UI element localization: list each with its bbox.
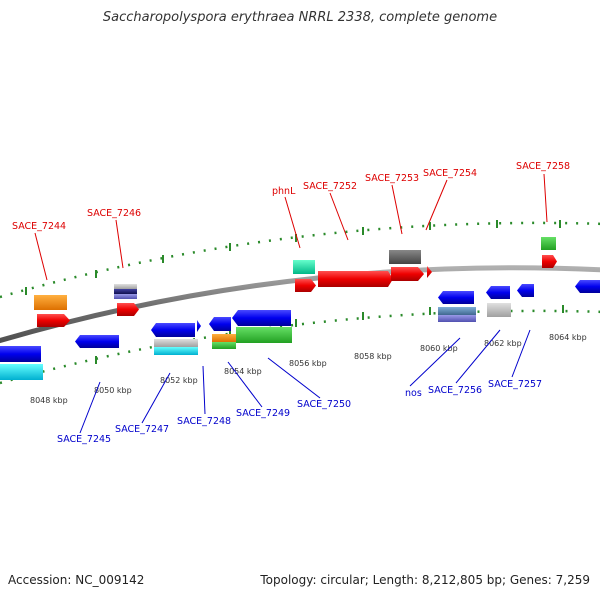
gene-SACE_7247-blue [75,335,119,348]
gene-SACE_7246-gray [114,284,137,289]
gene-label-top: SACE_7246 [87,208,141,219]
gene-SACE_7252 [318,271,393,287]
reverse-genes [0,280,600,380]
gene-SACE_7244 [37,314,70,327]
gene-SACE_7253 [391,267,424,281]
map-title: Saccharopolyspora erythraea NRRL 2338, c… [102,10,498,25]
gene-SACE_7246 [117,303,139,316]
gene-phnL-teal [293,260,315,274]
scale-label: 8048 kbp [30,396,68,405]
scale-ticks [25,220,564,380]
gene-label-top: SACE_7252 [303,181,357,192]
gene-SACE_7249-orange [212,334,236,342]
gene-SACE_7254 [427,266,432,278]
gene-right-edge [575,280,600,293]
gene-SACE_7253-gray [389,250,421,264]
gene-SACE_7245-blue [0,346,41,362]
accession-text: Accession: NC_009142 [8,573,145,587]
gene-SACE_7249 [212,342,236,349]
forward-genes [34,237,557,327]
gene-label-bottom: SACE_7248 [177,416,231,427]
gene-SACE_7246-lav [114,294,137,299]
gene-label-top: SACE_7258 [516,161,570,172]
gene-phnL [295,279,316,292]
gene-SACE_7244-orange [34,295,67,310]
gene-SACE_7249-blue [209,317,231,331]
gene-SACE_7248 [154,347,198,355]
gene-label-top: SACE_7254 [423,168,477,179]
gene-label-top: phnL [272,186,296,197]
gene-label-top: SACE_7244 [12,221,66,232]
gene-SACE_7256 [487,303,511,317]
scale-label: 8062 kbp [484,339,522,348]
gene-nos-steel [438,307,476,315]
gene-nos-blue [438,291,474,304]
gene-label-bottom: SACE_7249 [236,408,290,419]
gene-SACE_7258 [542,255,557,268]
scale-label: 8052 kbp [160,376,198,385]
gene-label-bottom: SACE_7250 [297,399,351,410]
scale-label: 8056 kbp [289,359,327,368]
gene-SACE_7250-blue [232,310,291,326]
gene-SACE_7248-blue [151,323,195,337]
gene-label-bottom: SACE_7256 [428,385,482,396]
gene-label-bottom: SACE_7245 [57,434,111,445]
scale-label: 8060 kbp [420,344,458,353]
gene-label-bottom: nos [405,388,422,399]
gene-SACE_7257 [517,284,534,297]
gene-SACE_7248-tip [197,320,201,332]
top-leaders [34,173,548,281]
gene-SACE_7245 [0,364,43,380]
gene-SACE_7256-blue [486,286,510,299]
gene-SACE_7248-gray [154,339,198,347]
gene-label-bottom: SACE_7257 [488,379,542,390]
bottom-leaders [79,329,531,434]
topology-text: Topology: circular; Length: 8,212,805 bp… [260,573,590,587]
scale-label: 8064 kbp [549,333,587,342]
scale-label: 8050 kbp [94,386,132,395]
gene-label-bottom: SACE_7247 [115,424,169,435]
scale-label: 8054 kbp [224,367,262,376]
gene-label-top: SACE_7253 [365,173,419,184]
scale-label: 8058 kbp [354,352,392,361]
gene-nos [438,315,476,322]
gene-SACE_7246-navy [114,289,137,294]
gene-SACE_7250 [236,327,292,343]
gene-SACE_7258-green [541,237,556,250]
